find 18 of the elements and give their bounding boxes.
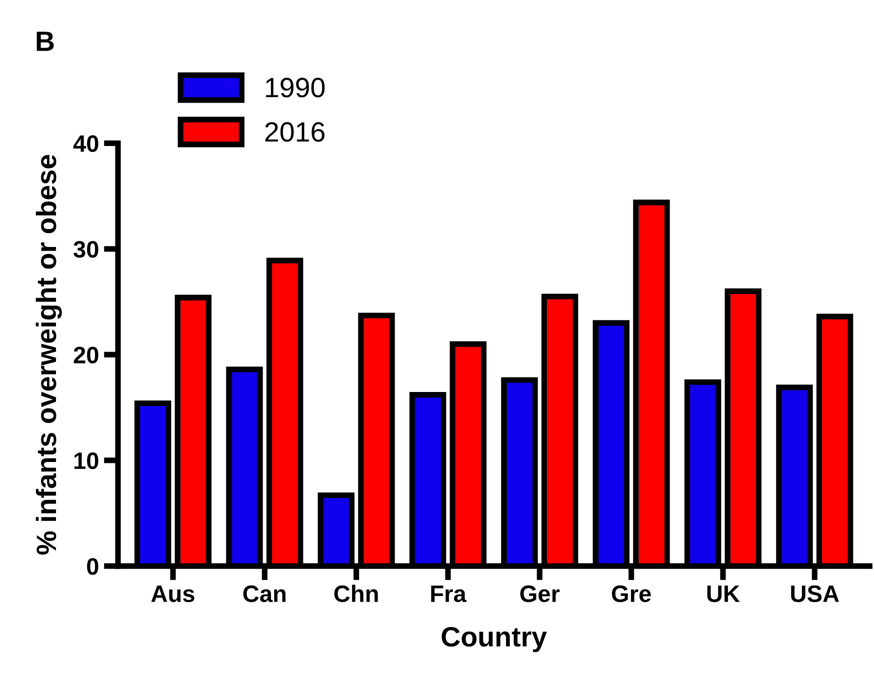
x-tick-label: UK [707,586,740,602]
y-tick-label: 10 [74,452,98,470]
x-tick-label: Can [243,585,286,602]
text: B [36,32,54,51]
legend-label: 1990 [266,78,325,98]
x-axis-title: Country [442,627,547,652]
x-tick-label: Aus [151,586,194,602]
y-tick-label: 0 [87,558,98,575]
x-tick-label: USA [791,585,839,602]
x-tick-label: Gre [612,585,651,602]
x-tick-label: Fra [431,586,466,602]
x-tick-label: Chn [334,584,378,602]
y-tick-label: 30 [74,241,98,258]
y-axis-title: % infants overweight or obese [36,154,62,555]
x-tick-label: Ger [520,585,560,602]
y-tick-label: 20 [74,346,98,364]
y-tick-label: 40 [73,135,98,152]
legend-label: 2016 [265,122,324,142]
